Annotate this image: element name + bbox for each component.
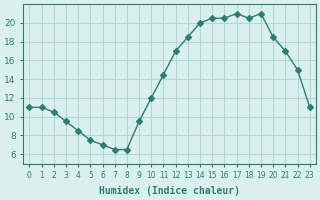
X-axis label: Humidex (Indice chaleur): Humidex (Indice chaleur) xyxy=(99,186,240,196)
